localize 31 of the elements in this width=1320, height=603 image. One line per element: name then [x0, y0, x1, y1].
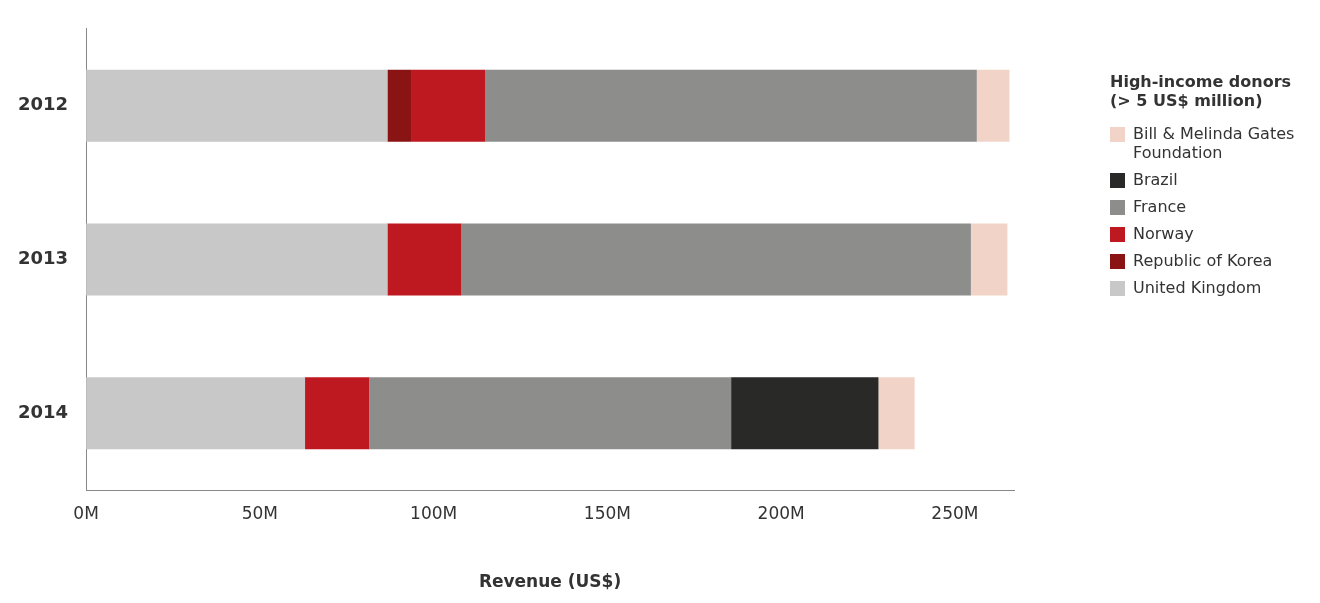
- bar: [86, 377, 306, 450]
- bar: [387, 223, 462, 296]
- bar: [970, 223, 1008, 296]
- legend-label: United Kingdom: [1133, 278, 1262, 297]
- bar: [86, 69, 388, 142]
- x-tick-label: 0M: [73, 502, 99, 523]
- bar: [387, 69, 412, 142]
- x-tick-label: 150M: [583, 502, 631, 523]
- x-tick-label: 250M: [931, 502, 979, 523]
- y-tick-label: 2012: [17, 93, 69, 115]
- legend-label: Brazil: [1133, 170, 1178, 189]
- bar: [369, 377, 732, 450]
- bar: [976, 69, 1010, 142]
- bar: [485, 69, 977, 142]
- bar: [731, 377, 879, 450]
- bar: [86, 223, 388, 296]
- y-tick-label: 2014: [17, 400, 69, 422]
- legend-title: High-income donors (> 5 US$ million): [1110, 72, 1293, 110]
- bar: [411, 69, 486, 142]
- x-tick-label: 100M: [410, 502, 458, 523]
- legend-label: Norway: [1133, 224, 1194, 243]
- x-tick-label: 200M: [757, 502, 805, 523]
- y-tick-label: 2013: [17, 247, 69, 269]
- x-axis-title: Revenue (US$): [478, 571, 622, 592]
- legend-label: France: [1133, 197, 1187, 216]
- legend-label: Republic of Korea: [1133, 251, 1273, 270]
- bar: [305, 377, 370, 450]
- x-tick-label: 50M: [241, 502, 279, 523]
- legend-label: Bill & Melinda Gates Foundation: [1133, 124, 1296, 162]
- bar: [461, 223, 971, 296]
- bar: [878, 377, 915, 450]
